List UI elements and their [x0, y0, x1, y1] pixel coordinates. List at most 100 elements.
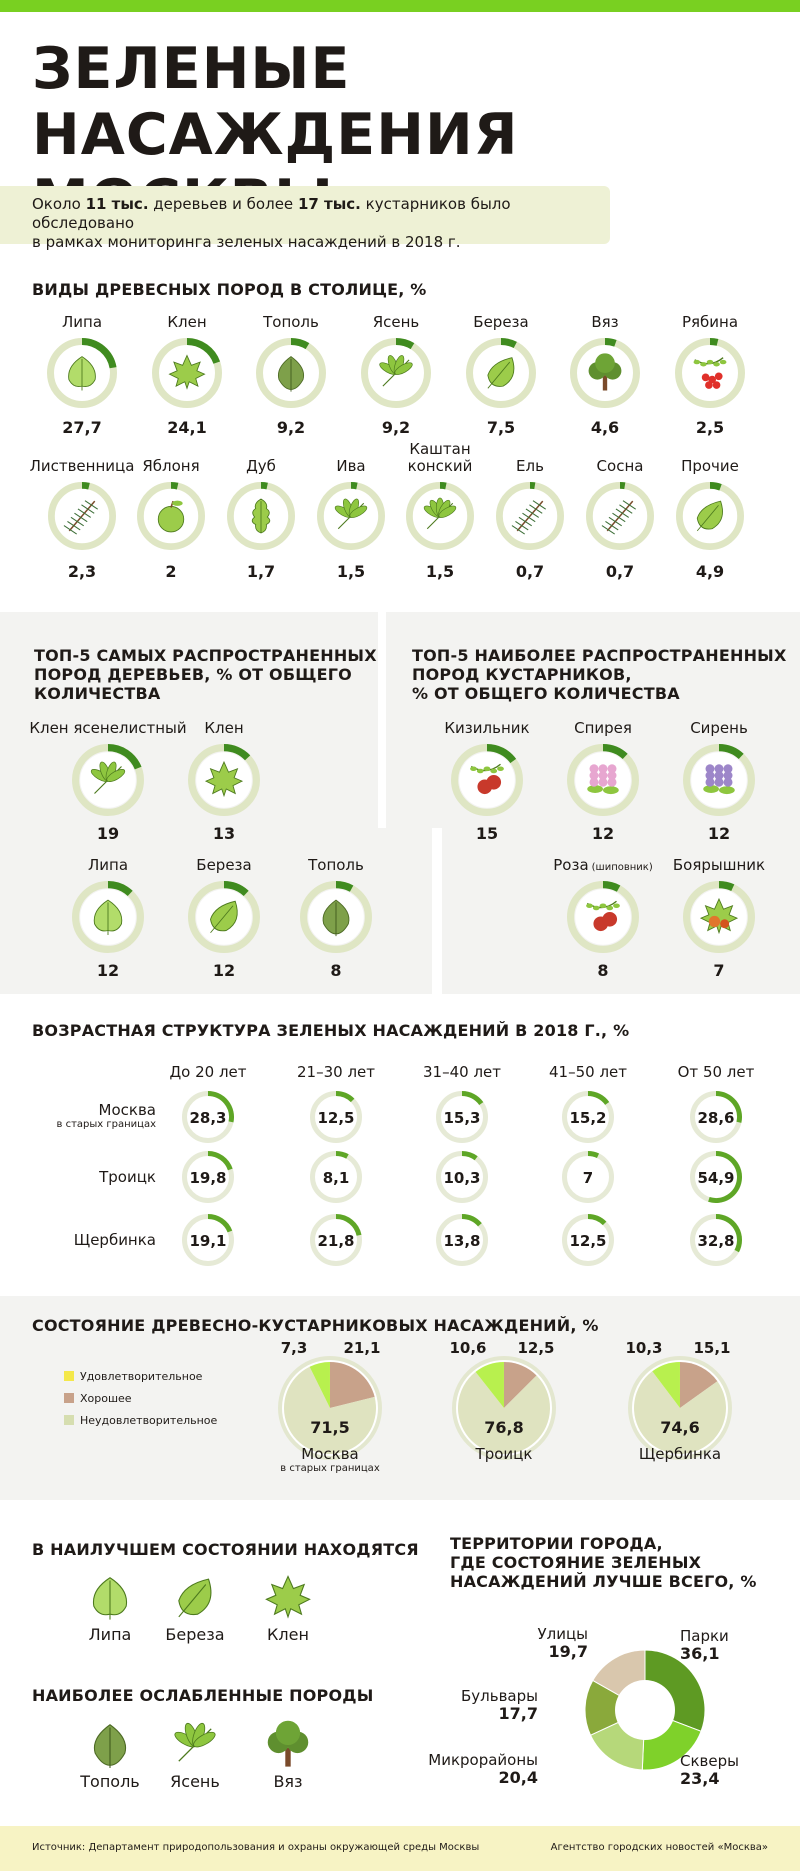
- shrub-0-arc: [486, 744, 517, 764]
- elm-tree-icon: [588, 353, 622, 391]
- species-label: Ива: [336, 457, 366, 475]
- species-value: 1,5: [425, 562, 455, 581]
- tree-1-donut: [188, 744, 260, 816]
- linden-leaf-icon: [68, 356, 96, 391]
- age-value: 15,3: [443, 1109, 480, 1127]
- age-value: 12,5: [569, 1232, 606, 1250]
- top-shrubs-title: ТОП-5 НАИБОЛЕЕ РАСПРОСТРАНЕННЫХ ПОРОД КУС…: [412, 646, 787, 703]
- pine-icon: [601, 500, 637, 535]
- species-2-donut: [256, 338, 326, 408]
- species-value: 2,3: [67, 562, 97, 581]
- species-label: Дуб: [246, 457, 276, 475]
- tree-2-arc: [107, 881, 133, 897]
- age-arc: [335, 1151, 349, 1159]
- species-5-arc: [604, 338, 617, 347]
- tree-value: 12: [212, 961, 236, 980]
- territory-label: Микрорайоны 20,4: [428, 1751, 538, 1787]
- age-column-header: От 50 лет: [677, 1063, 755, 1081]
- willow-leaf-icon: [334, 498, 368, 530]
- territory-label: Улицы 19,7: [537, 1625, 588, 1661]
- tree-1-arc: [223, 744, 251, 761]
- age-arc: [461, 1151, 478, 1161]
- shrub-label: Кизильник: [444, 719, 530, 737]
- species-value: 2: [165, 562, 177, 581]
- linden-leaf-icon: [92, 1577, 128, 1620]
- age-column-header: 31–40 лет: [423, 1063, 501, 1081]
- age-arc: [715, 1214, 742, 1253]
- age-row-label: Троицк: [99, 1168, 156, 1186]
- rosehip-icon: [586, 900, 620, 932]
- species-label: Береза: [473, 313, 529, 331]
- poplar-leaf-icon: [93, 1724, 127, 1768]
- slice-good: [330, 1362, 375, 1408]
- age-value: 7: [583, 1169, 593, 1187]
- species-1-donut: [152, 338, 222, 408]
- species-value: 4,6: [590, 418, 620, 437]
- territories-donut: [584, 1649, 706, 1771]
- generic-leaf-icon: [696, 500, 723, 532]
- tree-label: Липа: [87, 856, 129, 874]
- species-value: 9,2: [276, 418, 306, 437]
- species-value: 9,2: [381, 418, 411, 437]
- shrub-label: Роза (шиповник): [553, 856, 653, 874]
- weak-label: Ясень: [170, 1772, 220, 1791]
- legend-good: Хорошее: [64, 1388, 217, 1410]
- age-donut: 12,5: [562, 1214, 614, 1266]
- slice-good: [680, 1362, 718, 1408]
- chestnut-leaf-icon: [423, 497, 457, 530]
- age-donut: 54,9: [690, 1151, 742, 1203]
- oak-leaf-icon: [251, 498, 271, 534]
- tree-4-donut: [300, 881, 372, 953]
- birch-leaf-icon: [487, 357, 515, 389]
- tree-value: 13: [212, 824, 236, 843]
- age-donut: 28,3: [182, 1091, 234, 1143]
- age-donut: 21,8: [310, 1214, 362, 1266]
- age-donut: 8,1: [310, 1151, 362, 1203]
- species-label: Липа: [61, 313, 103, 331]
- shrub-0-donut: [451, 744, 523, 816]
- species-value: 4,9: [695, 562, 725, 581]
- elm-tree-icon: [267, 1720, 309, 1767]
- shrub-1-arc: [602, 744, 628, 760]
- age-arc: [715, 1091, 742, 1123]
- linden-leaf-icon: [93, 899, 123, 935]
- age-value: 12,5: [317, 1109, 354, 1127]
- territory-label: Бульвары 17,7: [461, 1687, 538, 1723]
- pie-brown-value: 15,1: [693, 1339, 731, 1357]
- species-4-arc: [500, 338, 517, 349]
- territory-slice: [584, 1679, 647, 1736]
- species-value: 1,7: [246, 562, 276, 581]
- boxelder-leaf-icon: [90, 761, 126, 794]
- species-4-arc: [439, 482, 447, 490]
- condition-pie: [628, 1356, 732, 1460]
- legend-unsatisfactory: Неудовлетворительное: [64, 1410, 217, 1432]
- species-value: 27,7: [62, 418, 102, 437]
- species-7-donut: [676, 482, 744, 550]
- weak-icon-wrap: [93, 1724, 127, 1768]
- species-0-arc: [81, 482, 90, 490]
- tree-value: 19: [96, 824, 120, 843]
- species-3-donut: [361, 338, 431, 408]
- species-label: Вяз: [591, 313, 619, 331]
- species-4-donut: [466, 338, 536, 408]
- weak-label: Вяз: [273, 1772, 303, 1791]
- age-value: 19,1: [189, 1232, 226, 1250]
- pie-big-value: 76,8: [484, 1418, 524, 1437]
- species-3-donut: [317, 482, 385, 550]
- weak-label: Тополь: [80, 1772, 140, 1791]
- condition-title: СОСТОЯНИЕ ДРЕВЕСНО-КУСТАРНИКОВЫХ НАСАЖДЕ…: [32, 1316, 599, 1335]
- species-3-arc: [350, 482, 358, 490]
- species-value: 24,1: [167, 418, 207, 437]
- species-label: Яблоня: [142, 457, 200, 475]
- age-donut: 28,6: [690, 1091, 742, 1143]
- tree-value: 12: [96, 961, 120, 980]
- species-2-arc: [290, 338, 310, 350]
- source-text: Источник: Департамент природопользования…: [32, 1842, 480, 1853]
- age-arc: [335, 1214, 362, 1236]
- species-7-arc: [709, 482, 722, 491]
- age-donut: 7: [562, 1151, 614, 1203]
- age-arc: [708, 1151, 742, 1203]
- panel-divider-lower: [432, 828, 442, 994]
- age-value: 8,1: [323, 1169, 350, 1187]
- tree-2-donut: [72, 881, 144, 953]
